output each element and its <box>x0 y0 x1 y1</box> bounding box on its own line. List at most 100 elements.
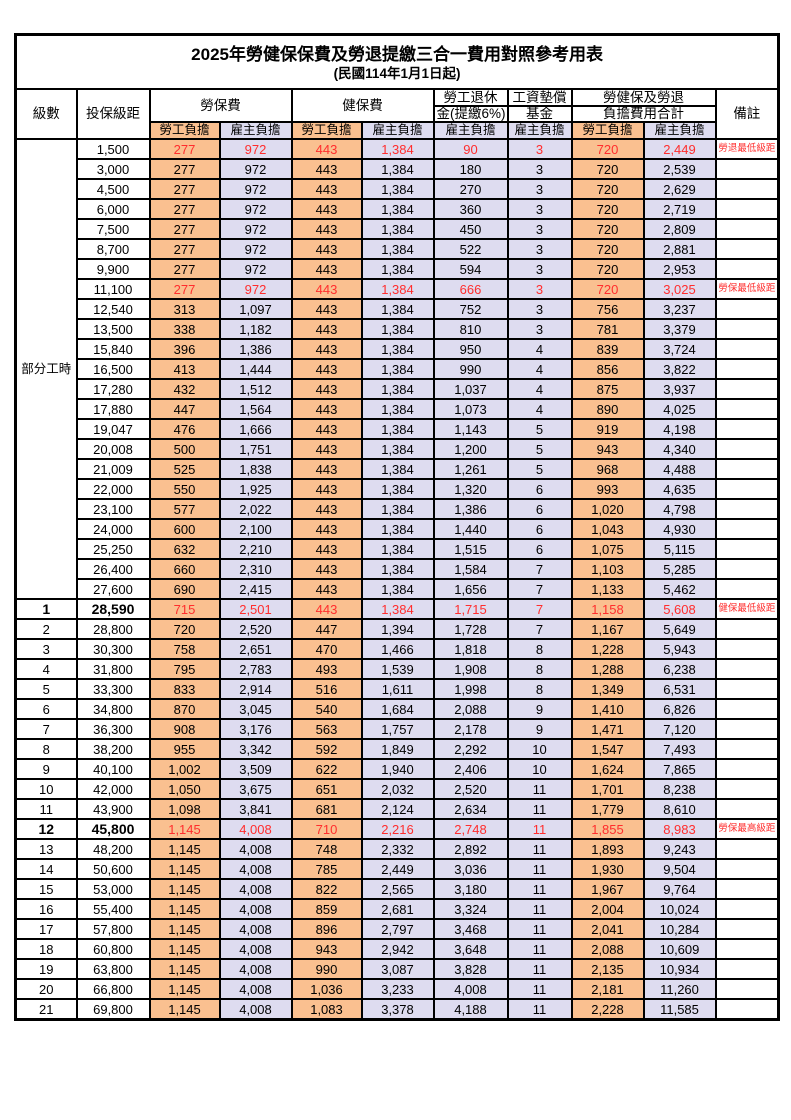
cell-note <box>714 438 780 460</box>
cell-wage-fund-employer: 6 <box>506 498 573 520</box>
cell-pension-employer: 2,748 <box>432 818 509 840</box>
cell-labor-employer: 972 <box>218 258 293 280</box>
cell-labor-employer: 1,444 <box>218 358 293 380</box>
table-body: 部分工時 1,500 277 972 443 1,384 90 3 720 2,449 勞退最低級距… <box>14 138 780 1021</box>
cell-health-employer: 1,757 <box>360 718 435 740</box>
cell-note <box>714 778 780 800</box>
cell-bracket: 19,047 <box>75 418 151 440</box>
cell-grade: 17 <box>14 918 78 940</box>
cell-health-employer: 3,378 <box>360 998 435 1021</box>
cell-health-employer: 1,384 <box>360 298 435 320</box>
cell-note <box>714 958 780 980</box>
subheader-labor-employee: 勞工負擔 <box>148 121 221 140</box>
cell-total-employee: 720 <box>570 258 645 280</box>
cell-labor-employee: 277 <box>148 258 221 280</box>
cell-labor-employee: 1,145 <box>148 938 221 960</box>
cell-total-employer: 10,024 <box>642 898 717 920</box>
header-bracket: 投保級距 <box>75 88 151 140</box>
cell-total-employee: 943 <box>570 438 645 460</box>
cell-labor-employer: 1,097 <box>218 298 293 320</box>
cell-labor-employer: 2,100 <box>218 518 293 540</box>
cell-labor-employer: 1,666 <box>218 418 293 440</box>
cell-labor-employee: 432 <box>148 378 221 400</box>
cell-labor-employee: 277 <box>148 138 221 160</box>
cell-health-employer: 1,384 <box>360 358 435 380</box>
cell-grade: 18 <box>14 938 78 960</box>
cell-wage-fund-employer: 11 <box>506 778 573 800</box>
cell-total-employer: 2,629 <box>642 178 717 200</box>
cell-total-employee: 1,779 <box>570 798 645 820</box>
cell-note <box>714 498 780 520</box>
cell-total-employee: 1,158 <box>570 598 645 620</box>
cell-pension-employer: 594 <box>432 258 509 280</box>
cell-labor-employer: 972 <box>218 238 293 260</box>
cell-labor-employer: 3,045 <box>218 698 293 720</box>
cell-health-employee: 443 <box>290 158 363 180</box>
header-total-line1: 勞健保及勞退 <box>570 88 717 107</box>
cell-health-employer: 1,384 <box>360 458 435 480</box>
cell-health-employer: 1,384 <box>360 138 435 160</box>
cell-labor-employee: 1,002 <box>148 758 221 780</box>
cell-pension-employer: 1,261 <box>432 458 509 480</box>
cell-wage-fund-employer: 10 <box>506 758 573 780</box>
cell-health-employee: 443 <box>290 538 363 560</box>
cell-note <box>714 718 780 740</box>
table-row: 7 36,300 908 3,176 563 1,757 2,178 9 1,471 7,120 <box>14 718 780 740</box>
section-label-part-time: 部分工時 <box>14 138 78 600</box>
cell-total-employer: 8,610 <box>642 798 717 820</box>
cell-health-employer: 1,684 <box>360 698 435 720</box>
cell-grade: 1 <box>14 598 78 620</box>
cell-health-employer: 1,384 <box>360 238 435 260</box>
cell-labor-employer: 4,008 <box>218 898 293 920</box>
cell-bracket: 50,600 <box>75 858 151 880</box>
table-row: 部分工時 1,500 277 972 443 1,384 90 3 720 2,449 勞退最低級距 <box>14 138 780 600</box>
table-row: 18 60,800 1,145 4,008 943 2,942 3,648 11 2,088 10… <box>14 938 780 960</box>
header-health-insurance: 健保費 <box>290 88 435 123</box>
cell-pension-employer: 1,440 <box>432 518 509 540</box>
cell-labor-employer: 4,008 <box>218 818 293 840</box>
cell-health-employee: 443 <box>290 178 363 200</box>
cell-health-employer: 1,384 <box>360 278 435 300</box>
cell-total-employee: 2,004 <box>570 898 645 920</box>
table-row: 19,047 476 1,666 443 1,384 1,143 5 919 4,198 <box>16 418 780 440</box>
cell-wage-fund-employer: 3 <box>506 138 573 160</box>
table-row: 11,100 277 972 443 1,384 666 3 720 3,025 勞保最低級距 <box>16 278 780 300</box>
cell-health-employer: 1,384 <box>360 498 435 520</box>
cell-grade: 21 <box>14 998 78 1021</box>
cell-total-employee: 1,624 <box>570 758 645 780</box>
cell-pension-employer: 1,584 <box>432 558 509 580</box>
cell-pension-employer: 1,073 <box>432 398 509 420</box>
cell-health-employer: 1,539 <box>360 658 435 680</box>
cell-labor-employer: 2,520 <box>218 618 293 640</box>
cell-total-employee: 2,088 <box>570 938 645 960</box>
cell-note: 勞保最高級距 <box>714 818 780 840</box>
cell-grade: 13 <box>14 838 78 860</box>
cell-total-employee: 1,133 <box>570 578 645 600</box>
cell-pension-employer: 1,656 <box>432 578 509 600</box>
header-pension-line1: 勞工退休 <box>432 88 509 107</box>
cell-pension-employer: 1,818 <box>432 638 509 660</box>
table-row: 3,000 277 972 443 1,384 180 3 720 2,539 <box>16 158 780 180</box>
cell-wage-fund-employer: 11 <box>506 818 573 840</box>
cell-pension-employer: 2,520 <box>432 778 509 800</box>
table-row: 25,250 632 2,210 443 1,384 1,515 6 1,075 5,115 <box>16 538 780 560</box>
cell-wage-fund-employer: 5 <box>506 458 573 480</box>
cell-pension-employer: 950 <box>432 338 509 360</box>
cell-total-employee: 2,181 <box>570 978 645 1000</box>
cell-wage-fund-employer: 11 <box>506 918 573 940</box>
cell-pension-employer: 180 <box>432 158 509 180</box>
cell-total-employer: 7,120 <box>642 718 717 740</box>
cell-health-employee: 443 <box>290 218 363 240</box>
cell-grade: 16 <box>14 898 78 920</box>
subheader-wage-fund-employer: 雇主負擔 <box>506 121 573 140</box>
cell-grade: 19 <box>14 958 78 980</box>
cell-total-employee: 856 <box>570 358 645 380</box>
cell-bracket: 36,300 <box>75 718 151 740</box>
cell-pension-employer: 2,292 <box>432 738 509 760</box>
cell-total-employee: 1,349 <box>570 678 645 700</box>
cell-health-employee: 443 <box>290 198 363 220</box>
cell-bracket: 22,000 <box>75 478 151 500</box>
cell-health-employee: 1,036 <box>290 978 363 1000</box>
cell-labor-employee: 277 <box>148 178 221 200</box>
cell-pension-employer: 1,515 <box>432 538 509 560</box>
